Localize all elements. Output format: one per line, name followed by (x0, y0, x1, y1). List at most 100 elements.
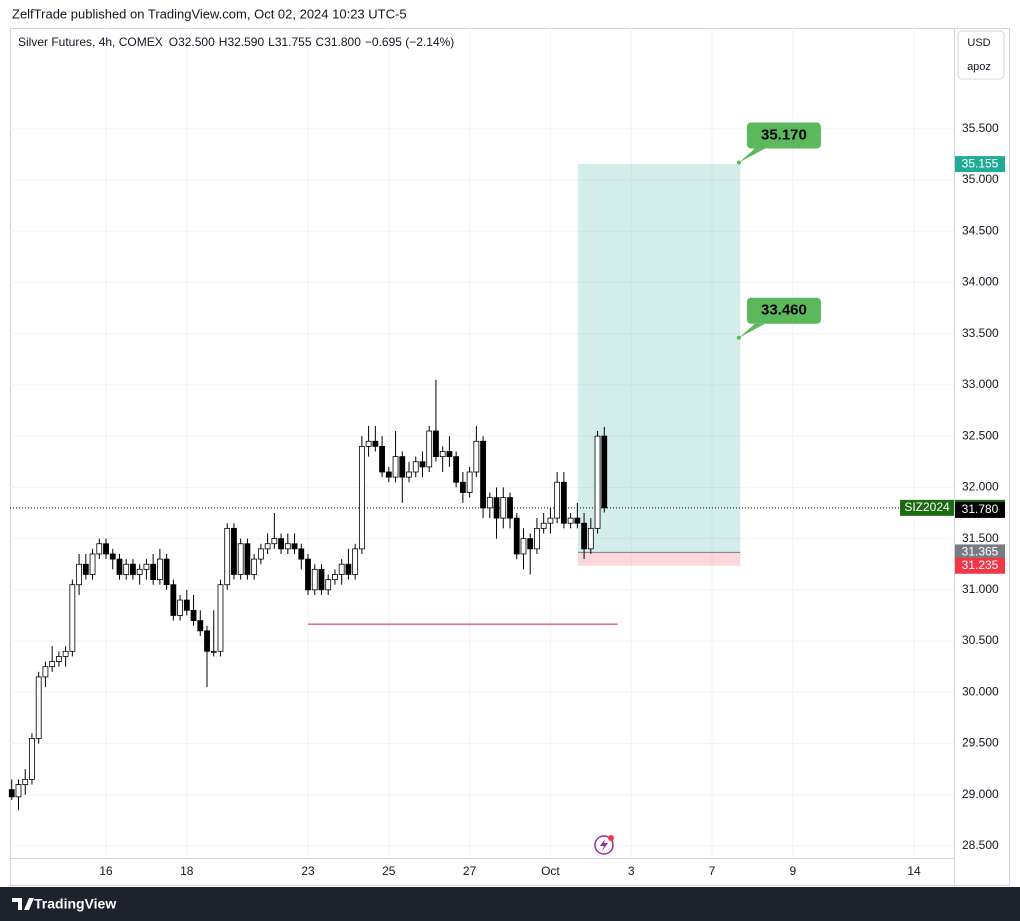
candle-body (500, 497, 507, 519)
callout-box (746, 122, 821, 149)
y-tick-label: 33.000 (962, 377, 999, 391)
candle-body (560, 481, 567, 524)
y-tick-label: 31.500 (962, 531, 999, 545)
legend-field-label: H (219, 35, 228, 49)
candle-body (466, 471, 473, 493)
legend-change: −0.695 (−2.14%) (365, 35, 454, 49)
candle-body (35, 676, 42, 739)
candle-body (540, 522, 547, 529)
legend-field-label: L (268, 35, 275, 49)
y-tick-label: 30.000 (962, 684, 999, 698)
candle-body (204, 630, 210, 652)
legend-field-label: O (169, 35, 178, 49)
candle-body (439, 451, 446, 458)
x-tick-label: 3 (628, 864, 635, 878)
x-tick-label: 18 (180, 864, 194, 878)
unit-button[interactable]: apoz (967, 61, 991, 73)
candle-body (352, 548, 359, 575)
y-tick-label: 33.500 (962, 326, 999, 340)
candle-body (392, 456, 399, 478)
candle-body (574, 517, 581, 524)
candle-body (136, 568, 143, 575)
candle-body (527, 538, 534, 550)
price-label: 31.235 (962, 558, 999, 572)
candle-body (237, 543, 244, 575)
candle-body (224, 527, 231, 586)
candle-body (581, 522, 587, 550)
price-label: 31.780 (962, 502, 999, 516)
candle-body (150, 563, 157, 580)
candle-body (62, 650, 69, 657)
candle-body (76, 563, 82, 586)
candle-body (244, 543, 251, 575)
y-tick-label: 32.500 (962, 428, 999, 442)
x-tick-label: 27 (463, 864, 477, 878)
candle-body (42, 666, 49, 678)
alert-icon[interactable] (594, 835, 614, 855)
y-tick-label: 31.000 (962, 582, 999, 596)
candle-body (177, 599, 183, 616)
candle-body (379, 445, 385, 473)
plot: 35.170 33.460 (8, 28, 954, 858)
publish-header: ZelfTrade published on TradingView.com, … (12, 6, 407, 21)
candle-body (601, 435, 608, 509)
candle-body (170, 584, 177, 616)
candle-body (231, 527, 237, 575)
candle-body (210, 650, 217, 653)
candle-body (399, 456, 406, 478)
brand-name: TradingView (34, 896, 116, 912)
symbol-label-box (900, 499, 954, 516)
candle-body (264, 543, 271, 550)
candle-body (55, 656, 62, 662)
candle-body (473, 440, 480, 473)
candle-body (419, 461, 426, 468)
currency-buttons[interactable] (957, 30, 1005, 80)
symbol-label: SIZ2024 (904, 500, 950, 514)
candle-body (22, 779, 29, 785)
alert-bolt (600, 839, 608, 851)
x-tick-label: 9 (789, 864, 796, 878)
candle-body (332, 574, 338, 580)
candle-body (520, 538, 527, 555)
candle-body (130, 563, 136, 575)
y-tick-label: 28.500 (962, 838, 999, 852)
brand-logo (12, 898, 34, 910)
candle-body (358, 445, 365, 550)
candle-body (513, 517, 520, 555)
candle-body (554, 481, 561, 519)
candle-body (8, 789, 15, 798)
y-tick-label: 29.500 (962, 736, 999, 750)
candle-body (96, 543, 103, 555)
candle-body (143, 563, 150, 570)
candle-body (446, 451, 453, 458)
legend-field-value: 31.800 (324, 35, 361, 49)
candle-body (123, 563, 130, 575)
price-label-box (955, 544, 1005, 561)
legend-field-value: 32.590 (227, 35, 264, 49)
footer-bar (0, 887, 1020, 921)
x-tick-label: 14 (907, 864, 921, 878)
candle-body (251, 558, 258, 575)
currency-button[interactable]: USD (967, 37, 990, 49)
candle-body (412, 461, 419, 473)
candle-body (459, 481, 466, 493)
candle-body (318, 568, 325, 591)
stop-zone (578, 552, 741, 566)
candle-body (156, 558, 163, 580)
candle-body (278, 538, 284, 550)
candle-body (49, 661, 56, 668)
candle-body (89, 553, 96, 575)
price-label-box (955, 557, 1005, 574)
legend-field-value: 32.500 (178, 35, 215, 49)
price-label: 35.155 (962, 156, 999, 170)
candle-body (385, 471, 392, 478)
candle-body (338, 563, 345, 575)
legend-field-label: C (316, 35, 325, 49)
candle-body (103, 543, 109, 555)
candle-body (567, 517, 574, 524)
y-tick-label: 29.000 (962, 787, 999, 801)
candle-body (29, 738, 35, 780)
candle-body (163, 558, 170, 586)
candle-body (291, 543, 298, 550)
callout-label: 35.170 (761, 127, 807, 144)
